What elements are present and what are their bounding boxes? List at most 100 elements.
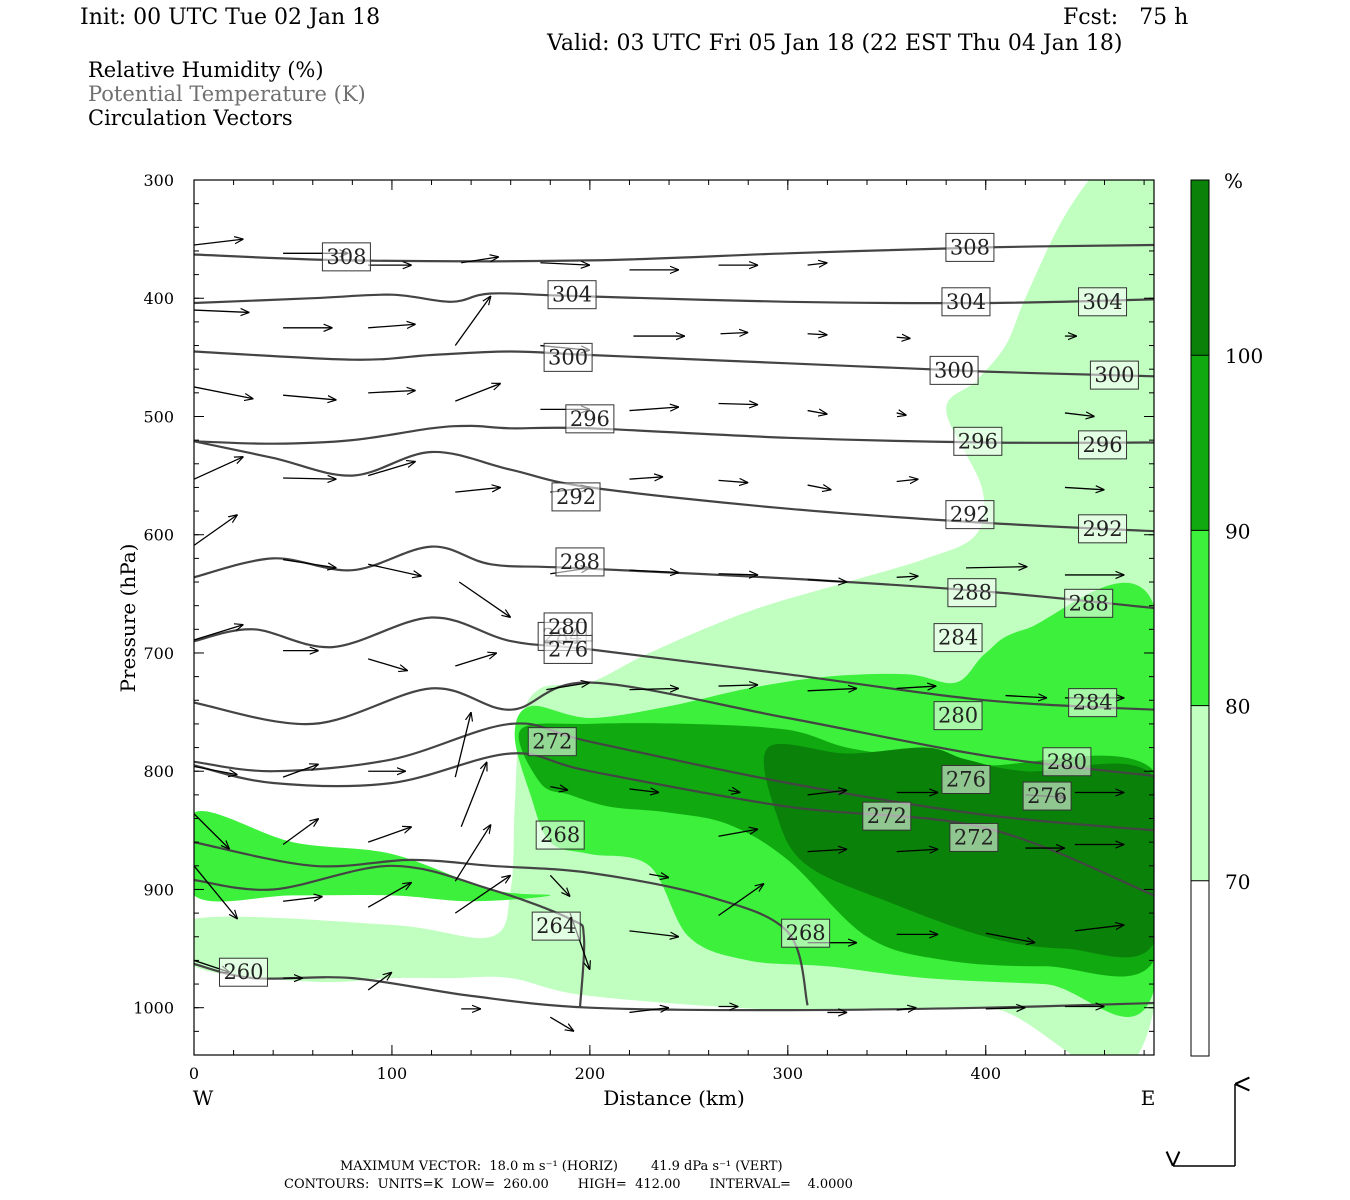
contour-label-box (941, 287, 991, 317)
circulation-vector (282, 897, 323, 902)
valid-time: Valid: 03 UTC Fri 05 Jan 18 (22 EST Thu … (547, 31, 1123, 56)
circulation-vector (454, 824, 491, 882)
circulation-vector (368, 324, 416, 328)
circulation-vector (367, 882, 412, 908)
circulation-vector (896, 849, 939, 851)
y-tick-label: 500 (143, 407, 174, 426)
circulation-vector (629, 407, 678, 411)
contour-label-box (941, 764, 991, 794)
circulation-vector (807, 485, 832, 490)
legend-vectors: Circulation Vectors (88, 106, 293, 130)
contour-label-box (543, 634, 593, 664)
circulation-vector (1005, 696, 1048, 698)
contour-label-308: 308 (321, 242, 371, 272)
contour-label-box (527, 727, 577, 757)
plot-frame (193, 179, 1155, 1056)
circulation-vector (807, 580, 848, 582)
contour-label-box (945, 232, 995, 262)
colorbar-level-80: 80 (1225, 695, 1250, 719)
contour-label-288: 288 (555, 547, 605, 577)
contour-label-box (947, 578, 997, 608)
contour-label-300: 300 (1089, 360, 1139, 390)
y-tick-label: 800 (143, 762, 174, 781)
circulation-vector (896, 686, 937, 688)
y-tick-label: 1000 (133, 999, 174, 1018)
y-tick-label: 700 (143, 644, 174, 663)
contour-label-264: 264 (531, 911, 581, 941)
contour-label-text: 304 (1082, 290, 1122, 314)
colorbar-frame (1190, 179, 1210, 1057)
max-vector-note: MAXIMUM VECTOR: 18.0 m s⁻¹ (HORIZ) 41.9 … (340, 1159, 783, 1174)
colorbar-band (1191, 355, 1209, 531)
contour-label-box (1089, 360, 1139, 390)
contour-label-308: 308 (945, 232, 995, 262)
circulation-vectors (194, 239, 1124, 1031)
circulation-vector (194, 239, 243, 246)
contour-label-296: 296 (565, 404, 615, 434)
isentrope-268 (194, 841, 809, 1006)
contour-label-box (321, 242, 371, 272)
circulation-vector (896, 479, 919, 481)
circulation-vector (1064, 487, 1105, 489)
forecast-hour: Fcst: 75 h (1063, 5, 1189, 30)
contour-label-box (1064, 588, 1114, 618)
circulation-vector (454, 875, 510, 914)
circulation-vector (718, 884, 765, 917)
contour-info: CONTOURS: UNITS=K LOW= 260.00 HIGH= 412.… (284, 1177, 853, 1192)
x-axis-label: Distance (km) (603, 1086, 745, 1110)
contour-label-box (555, 547, 605, 577)
contour-label-box (218, 957, 268, 987)
contour-label-box (1078, 287, 1128, 317)
contour-label-box (929, 355, 979, 385)
contour-label-box (933, 623, 983, 653)
circulation-vector (454, 296, 491, 346)
contour-label-276: 276 (543, 634, 593, 664)
contour-label-text: 296 (1082, 433, 1122, 457)
circulation-vector (461, 257, 499, 264)
contour-label-text: 300 (934, 358, 974, 382)
contour-label-box (543, 342, 593, 372)
circulation-vector (985, 932, 1035, 942)
contour-label-text: 292 (1082, 517, 1122, 541)
rh-shading (194, 180, 1154, 1055)
contour-label-text: 268 (786, 921, 826, 945)
isentrope-264 (194, 864, 586, 1008)
circulation-vector (455, 383, 501, 402)
circulation-vector (283, 478, 336, 479)
circulation-vector (455, 653, 497, 667)
contour-label-text: 300 (1094, 363, 1134, 387)
contour-label-300: 300 (929, 355, 979, 385)
contour-label-276: 276 (941, 764, 991, 794)
circulation-vector (728, 790, 740, 792)
circulation-vector (896, 337, 911, 338)
contour-label-268: 268 (781, 918, 831, 948)
contour-label-box (949, 822, 999, 852)
contour-label-box (1042, 747, 1092, 777)
circulation-vector (807, 688, 857, 690)
circulation-vector (720, 333, 749, 334)
circulation-vector (1074, 925, 1124, 932)
contour-label-text: 280 (938, 704, 978, 728)
circulation-vector (546, 683, 590, 691)
circulation-vector (367, 972, 392, 991)
contour-label-text: 308 (950, 235, 990, 259)
circulation-vector (649, 874, 669, 878)
contour-label-box (945, 500, 995, 530)
contour-label-292: 292 (945, 500, 995, 530)
contour-label-text: 296 (570, 407, 610, 431)
colorbar: 70 80 90 100 (1190, 179, 1263, 1057)
axes: 0 100 200 300 400 300 400 500 600 700 800 900 1000 (133, 171, 1154, 1083)
circulation-vector (367, 658, 408, 671)
circulation-vector (455, 487, 501, 493)
y-tick-label: 400 (143, 289, 174, 308)
contour-label-text: 304 (552, 283, 592, 307)
circulation-vector (985, 1008, 1026, 1009)
circulation-vector (807, 263, 828, 265)
contour-label-288: 288 (1064, 588, 1114, 618)
east-label: E (1141, 1086, 1156, 1110)
contour-label-box (565, 404, 615, 434)
circulation-vector (194, 386, 253, 399)
circulation-vector (896, 413, 907, 415)
circulation-vector (550, 787, 568, 791)
